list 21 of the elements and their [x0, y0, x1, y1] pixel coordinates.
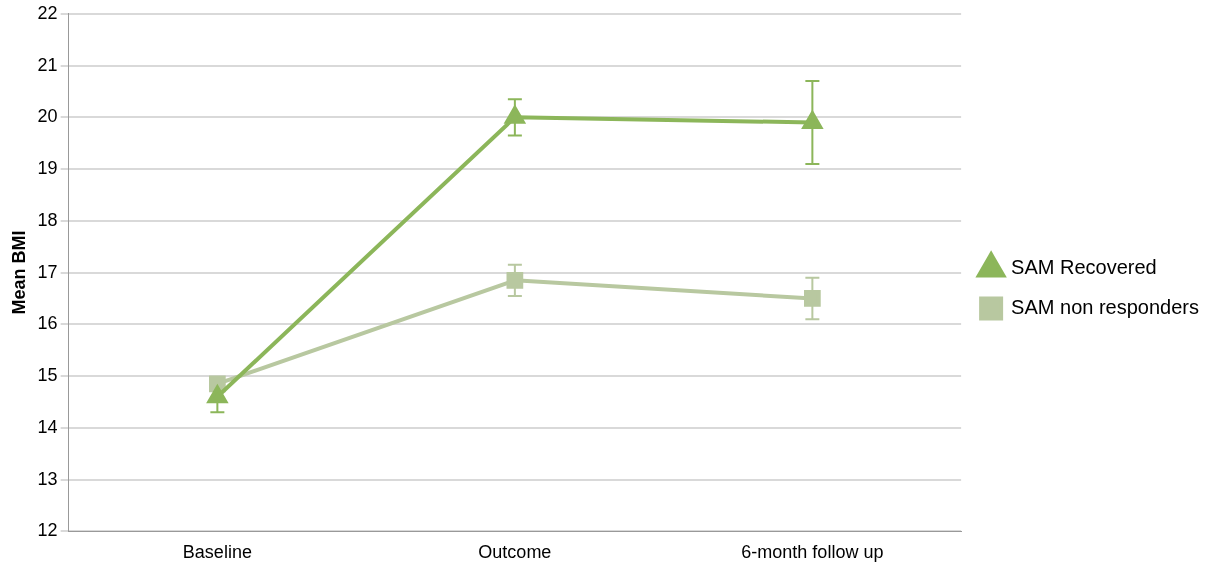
y-tick-label: 20 — [37, 106, 58, 127]
legend-label: SAM non responders — [1011, 296, 1200, 319]
y-tick-label: 12 — [37, 520, 58, 541]
x-tick-label: 6-month follow up — [741, 542, 884, 563]
y-tick-label: 19 — [37, 158, 58, 179]
x-tick-label: Baseline — [182, 542, 252, 563]
y-tick-label: 13 — [37, 468, 58, 489]
y-tick-label: 16 — [37, 313, 58, 334]
y-tick-label: 17 — [37, 261, 58, 282]
y-tick-label: 18 — [37, 209, 58, 230]
legend-label: SAM Recovered — [1011, 256, 1157, 279]
x-tick-label: Outcome — [478, 542, 552, 563]
y-tick-label: 22 — [37, 2, 58, 23]
point — [506, 272, 524, 289]
point — [804, 290, 821, 307]
y-tick-label: 14 — [37, 416, 58, 437]
y-tick-label: 15 — [37, 365, 58, 386]
point — [802, 111, 823, 129]
point — [505, 106, 525, 124]
y-axis-title: Mean BMI — [8, 230, 29, 315]
y-tick-label: 21 — [37, 54, 58, 75]
